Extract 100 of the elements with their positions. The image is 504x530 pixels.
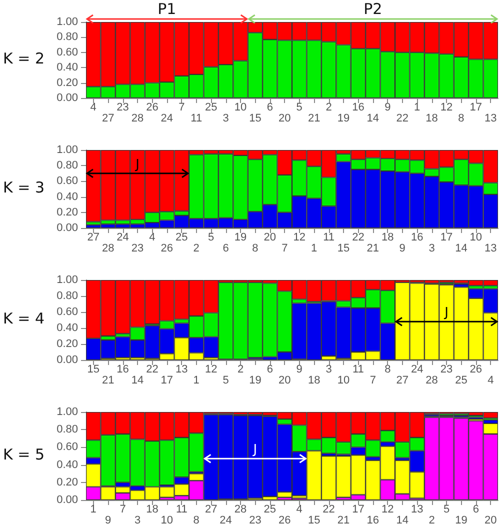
x-tick-label: 19: [249, 374, 262, 386]
x-tick-label: 23: [131, 242, 144, 254]
x-tick-label: 5: [296, 102, 302, 114]
x-tick-label: 28: [131, 112, 144, 124]
x-tick-label: 20: [484, 514, 497, 526]
y-tick-label: 1.00: [56, 274, 78, 286]
x-tick-label: 19: [337, 112, 350, 124]
x-tick-label: 12: [293, 232, 306, 244]
annotation: J: [252, 442, 258, 458]
x-tick-label: 24: [116, 232, 129, 244]
x-tick-label: 18: [146, 504, 158, 516]
x-tick-label: 19: [455, 514, 468, 526]
x-tick-label: 14: [455, 242, 468, 254]
x-tick-label: 17: [352, 504, 364, 516]
x-tick-label: 21: [366, 242, 380, 254]
x-tick-label: 3: [428, 242, 435, 254]
x-tick-label: 26: [160, 242, 174, 254]
x-tick-label: 14: [366, 112, 380, 124]
x-tick-label: 21: [337, 514, 350, 526]
x-tick-label: 10: [470, 232, 482, 244]
x-tick-label: 3: [326, 364, 332, 376]
x-tick-label: 22: [146, 364, 158, 376]
y-tick-label: 1.00: [56, 406, 78, 418]
x-tick-label: 10: [337, 374, 350, 386]
x-tick-label: 13: [484, 242, 497, 254]
x-tick-label: 18: [426, 112, 438, 124]
x-tick-label: 27: [87, 232, 100, 244]
x-tick-label: 11: [352, 364, 364, 376]
x-tick-label: 28: [426, 374, 438, 386]
x-tick-label: 7: [120, 504, 126, 516]
y-tick-label: 0.20: [56, 338, 78, 350]
x-tick-label: 9: [384, 102, 391, 114]
y-axis-title: K = 5: [3, 446, 44, 464]
y-tick-label: 0.00: [56, 92, 78, 104]
x-tick-label: 12: [204, 364, 218, 376]
y-tick-label: 0.40: [56, 62, 78, 74]
annotation: J: [134, 157, 140, 172]
x-tick-label: 21: [102, 374, 114, 386]
x-tick-label: 14: [396, 514, 408, 526]
x-tick-label: 4: [296, 504, 302, 516]
x-tick-label: 11: [176, 504, 188, 516]
y-tick-label: 0.40: [56, 190, 78, 203]
annotation: J: [444, 306, 448, 321]
x-tick-label: 1: [414, 102, 420, 114]
x-tick-label: 5: [443, 504, 450, 516]
x-tick-label: 7: [178, 102, 185, 114]
x-tick-label: 25: [455, 374, 468, 386]
x-tick-label: 7: [370, 374, 376, 386]
text: P1: [158, 0, 176, 18]
x-tick-label: 12: [382, 504, 394, 516]
x-tick-label: 2: [428, 514, 435, 526]
x-tick-label: 22: [352, 232, 364, 244]
x-tick-label: 9: [399, 242, 406, 254]
x-tick-label: 1: [311, 242, 318, 254]
x-tick-label: 16: [366, 514, 380, 526]
x-tick-label: 24: [220, 514, 232, 526]
x-tick-label: 10: [160, 514, 174, 526]
y-tick-label: 0.20: [56, 206, 78, 218]
x-tick-label: 13: [176, 364, 188, 376]
y-tick-label: 1.00: [56, 144, 78, 156]
x-tick-label: 15: [87, 364, 100, 376]
x-tick-label: 22: [322, 504, 335, 516]
x-tick-label: 8: [384, 364, 391, 376]
x-tick-label: 11: [323, 232, 334, 244]
y-tick-label: 0.00: [56, 494, 78, 506]
x-tick-label: 4: [149, 232, 156, 244]
x-tick-label: 9: [296, 364, 302, 376]
x-tick-label: 8: [252, 242, 258, 254]
x-tick-label: 6: [266, 364, 273, 376]
x-tick-label: 16: [352, 102, 364, 114]
x-tick-label: 23: [116, 102, 129, 114]
x-tick-label: 19: [234, 232, 247, 244]
y-axis-title: K = 3: [3, 178, 44, 196]
x-tick-label: 28: [102, 242, 114, 254]
y-tick-label: 0.20: [56, 76, 78, 89]
x-tick-label: 26: [146, 102, 158, 114]
x-tick-label: 25: [204, 102, 218, 114]
x-tick-label: 11: [190, 112, 202, 124]
x-tick-label: 8: [193, 514, 200, 526]
x-tick-label: 10: [234, 102, 247, 114]
x-tick-label: 5: [208, 232, 214, 244]
y-tick-label: 0.40: [56, 322, 78, 334]
x-tick-label: 17: [470, 102, 482, 114]
x-tick-label: 14: [131, 374, 144, 386]
x-tick-label: 20: [278, 374, 291, 386]
x-tick-label: 20: [264, 232, 276, 244]
x-tick-label: 1: [90, 504, 96, 516]
x-tick-label: 1: [193, 374, 200, 386]
x-tick-label: 26: [278, 514, 291, 526]
x-tick-label: 20: [278, 112, 291, 124]
x-tick-label: 21: [308, 112, 320, 124]
y-tick-label: 0.80: [56, 160, 78, 172]
x-tick-label: 28: [234, 504, 247, 516]
x-tick-label: 6: [472, 504, 479, 516]
x-tick-label: 25: [176, 232, 188, 244]
text: P2: [364, 0, 382, 18]
y-tick-label: 1.00: [56, 16, 78, 28]
x-tick-label: 16: [116, 364, 129, 376]
y-tick-label: 0.80: [56, 424, 78, 436]
y-axis-title: K = 4: [3, 310, 44, 328]
